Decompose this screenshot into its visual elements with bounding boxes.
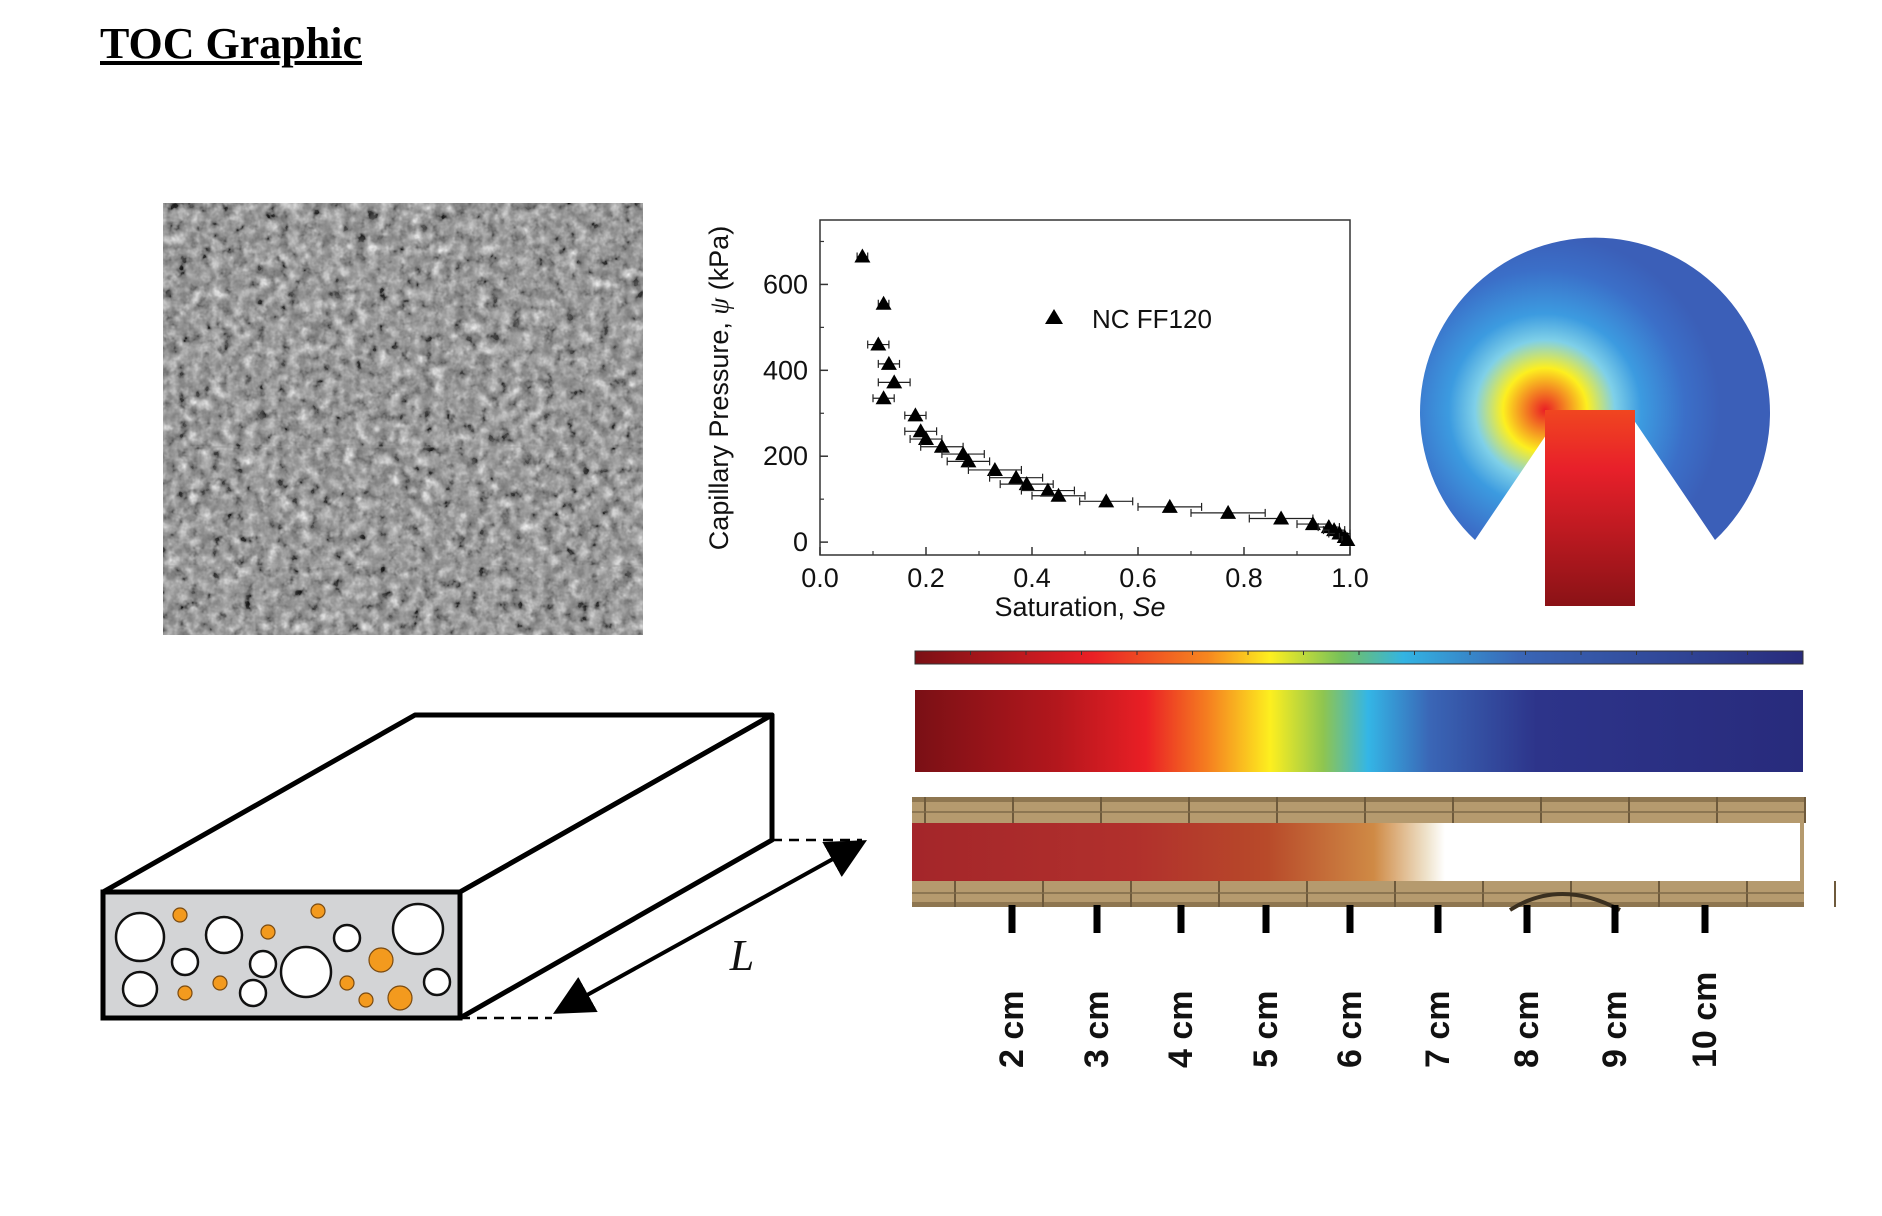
scale-label: 3 cm [1078, 991, 1116, 1069]
page-title: TOC Graphic [100, 19, 363, 68]
scale-label: 8 cm [1508, 991, 1546, 1069]
pore [279, 945, 333, 999]
x-tick-label: 0.4 [1013, 563, 1051, 593]
scale-label: 9 cm [1596, 991, 1634, 1069]
x-axis-ticks: 0.0 0.2 0.4 0.6 0.8 1.0 [801, 547, 1369, 593]
data-point [854, 248, 871, 263]
pore [170, 947, 200, 977]
data-point [941, 446, 985, 461]
length-scale: 2 cm 3 cm 4 cm 5 cm 6 cm 7 cm 8 cm 9 cm 10 cm [993, 905, 1724, 1068]
scale-label: 10 cm [1686, 972, 1724, 1068]
data-point [1031, 487, 1086, 502]
data-point [1190, 504, 1266, 519]
scale-label: 7 cm [1419, 991, 1457, 1069]
sem-micrograph [163, 203, 643, 635]
data-point [1339, 531, 1356, 546]
filled-pore [172, 907, 188, 923]
length-arrow [553, 840, 867, 1014]
scale-tick [1701, 905, 1709, 933]
photo-wicking-strip [912, 797, 1836, 912]
x-tick-label: 0.0 [801, 563, 839, 593]
pore [422, 967, 452, 997]
x-tick-label: 0.8 [1225, 563, 1263, 593]
scale-label: 6 cm [1331, 991, 1369, 1069]
filled-pore [339, 975, 355, 991]
scale-tick [1093, 905, 1101, 933]
scale-tick [1434, 905, 1442, 933]
scale-tick [1611, 905, 1619, 933]
pore [332, 923, 362, 953]
porous-block-schematic: L [100, 712, 867, 1021]
pore [114, 911, 166, 963]
data-point [877, 355, 901, 370]
length-label: L [729, 931, 754, 980]
y-axis-ticks: 0 200 400 600 [763, 240, 828, 557]
data-point [872, 390, 895, 405]
fan-simulation [1420, 237, 1771, 606]
data-point [946, 453, 991, 468]
filled-pore [358, 992, 374, 1008]
x-axis-label: Saturation, Se [994, 592, 1165, 622]
pores [114, 902, 452, 1011]
scale-tick [1008, 905, 1016, 933]
pore [248, 949, 278, 979]
scale-tick [1523, 905, 1531, 933]
pore [121, 970, 159, 1008]
y-tick-label: 600 [763, 269, 808, 299]
scale-label: 4 cm [1162, 991, 1200, 1069]
x-tick-label: 0.6 [1119, 563, 1157, 593]
filled-pore [177, 985, 193, 1001]
scale-tick [1177, 905, 1185, 933]
filled-pore [212, 975, 228, 991]
data-point [877, 374, 911, 389]
x-tick-label: 1.0 [1331, 563, 1369, 593]
data-point [867, 336, 890, 351]
data-point [999, 476, 1054, 491]
y-tick-label: 400 [763, 355, 808, 385]
scale-tick [1346, 905, 1354, 933]
pore [204, 915, 244, 955]
x-tick-label: 0.2 [907, 563, 945, 593]
pore [238, 978, 268, 1008]
data-points [854, 248, 1356, 546]
data-point [1079, 493, 1134, 508]
legend: NC FF120 [1045, 304, 1212, 334]
filled-pore [368, 947, 394, 973]
scale-tick [1262, 905, 1270, 933]
legend-label: NC FF120 [1092, 304, 1212, 334]
data-point [967, 461, 1023, 476]
colorbar [914, 650, 1804, 665]
scale-label: 5 cm [1247, 991, 1285, 1069]
filled-pore [310, 903, 326, 919]
simulated-wicking-strip [915, 690, 1803, 772]
filled-pore [260, 924, 276, 940]
data-point [1137, 498, 1203, 513]
legend-marker [1045, 309, 1063, 324]
data-point [875, 295, 892, 310]
y-tick-label: 200 [763, 441, 808, 471]
filled-pore [387, 985, 413, 1011]
scale-label: 2 cm [993, 991, 1031, 1069]
data-point [904, 407, 927, 422]
data-point [1020, 482, 1076, 497]
data-point [988, 469, 1044, 484]
y-tick-label: 0 [793, 527, 808, 557]
pore [391, 902, 445, 956]
y-axis-label: Capillary Pressure, ψ (kPa) [704, 226, 734, 550]
capillary-pressure-chart: 0.0 0.2 0.4 0.6 0.8 1.0 0 200 400 600 Saturation… [704, 219, 1369, 622]
